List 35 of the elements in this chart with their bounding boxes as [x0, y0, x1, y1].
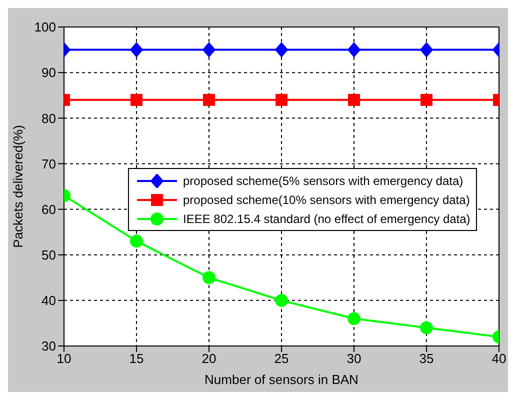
y-tick-label: 30 [42, 338, 56, 354]
legend-label: IEEE 802.15.4 standard (no effect of emergency data) [183, 212, 470, 226]
y-tick-label: 90 [42, 65, 56, 80]
y-tick-label: 100 [34, 20, 56, 35]
x-tick-label: 35 [419, 351, 434, 366]
point [420, 94, 432, 106]
legend-label: proposed scheme(5% sensors with emergency data) [183, 174, 464, 188]
point [130, 42, 143, 58]
point [420, 321, 433, 334]
point [348, 94, 360, 106]
y-tick-label: 60 [42, 202, 56, 217]
point [420, 42, 433, 58]
point [348, 312, 360, 326]
point [348, 42, 360, 58]
y-tick-label: 80 [42, 110, 56, 126]
point [202, 271, 216, 284]
point [203, 94, 215, 106]
x-tick-label: 40 [492, 351, 506, 366]
y-tick-label: 70 [42, 156, 56, 172]
point [276, 94, 288, 106]
x-tick-label: 25 [274, 351, 289, 366]
y-tick-label: 40 [42, 293, 56, 308]
x-tick-label: 20 [202, 351, 216, 366]
legend-label: proposed scheme(10% sensors with emergency data) [183, 192, 470, 206]
x-tick-label: 10 [56, 351, 72, 366]
point [275, 42, 288, 58]
x-tick-label: 30 [346, 351, 362, 366]
y-axis-title: Packets delivered(%) [10, 125, 26, 248]
x-tick-label: 15 [129, 351, 144, 366]
point [202, 42, 216, 58]
point [275, 294, 288, 307]
y-tick-label: 50 [42, 247, 56, 262]
point [130, 234, 143, 248]
point [130, 94, 142, 106]
x-axis-title: Number of sensors in BAN [204, 372, 358, 387]
